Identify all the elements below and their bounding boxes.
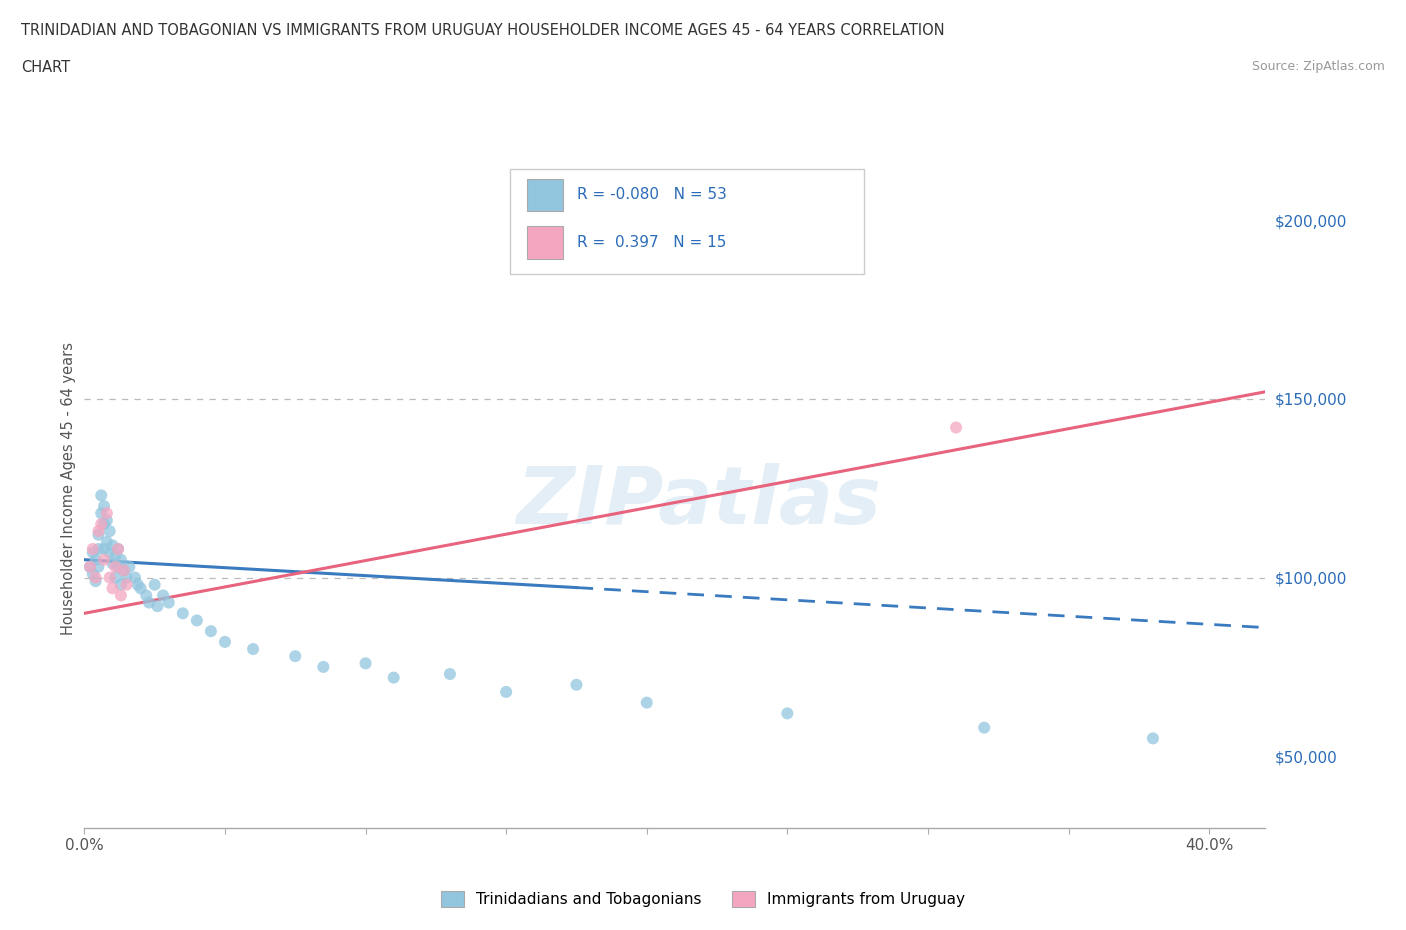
Point [98,545,121,560]
Point [214,634,236,649]
Point [93,541,115,556]
Point [152,588,174,603]
Point [93,516,115,531]
Point [87,527,110,542]
Bar [527,179,562,211]
Point [79,560,101,575]
Point [87,560,110,575]
Point [636,696,658,711]
Point [186,613,208,628]
Point [118,560,141,575]
Text: TRINIDADIAN AND TOBAGONIAN VS IMMIGRANTS FROM URUGUAY HOUSEHOLDER INCOME AGES 45: TRINIDADIAN AND TOBAGONIAN VS IMMIGRANTS… [21,23,945,38]
Point [157,595,180,610]
Point [354,656,377,671]
Point [112,563,135,578]
Point [110,588,132,603]
Point [124,570,146,585]
Point [82,545,104,560]
Point [945,420,967,435]
Point [1142,731,1164,746]
Point [135,588,157,603]
Point [973,720,995,735]
Point [127,578,149,592]
Point [115,578,138,592]
Y-axis label: Householder Income Ages 45 - 64 years: Householder Income Ages 45 - 64 years [60,341,76,635]
Point [90,488,112,503]
Point [82,566,104,581]
Point [284,649,307,664]
Point [172,605,194,620]
Point [110,578,132,592]
Point [439,667,461,682]
Point [90,506,112,521]
Point [107,560,129,575]
Text: CHART: CHART [21,60,70,75]
Point [104,549,127,564]
Point [104,570,127,585]
Point [110,552,132,567]
Point [200,624,222,639]
Point [104,560,127,575]
Point [495,684,517,699]
Point [107,541,129,556]
Text: ZIPatlas: ZIPatlas [516,463,882,541]
Point [87,541,110,556]
Point [79,560,101,575]
Point [82,541,104,556]
Text: Source: ZipAtlas.com: Source: ZipAtlas.com [1251,60,1385,73]
Point [112,563,135,578]
Point [96,535,118,550]
Point [101,581,124,596]
Point [138,595,160,610]
Bar [509,169,863,274]
Point [96,506,118,521]
Point [242,642,264,657]
Point [84,570,107,585]
Text: R = -0.080   N = 53: R = -0.080 N = 53 [576,188,727,203]
Point [115,570,138,585]
Point [98,570,121,585]
Point [143,578,166,592]
Point [382,671,405,685]
Point [107,541,129,556]
Bar [527,226,562,259]
Point [776,706,799,721]
Point [87,524,110,538]
Point [84,552,107,567]
Legend: Trinidadians and Tobagonians, Immigrants from Uruguay: Trinidadians and Tobagonians, Immigrants… [434,884,972,913]
Point [565,677,588,692]
Point [90,516,112,531]
Point [96,513,118,528]
Text: R =  0.397   N = 15: R = 0.397 N = 15 [576,234,727,250]
Point [93,498,115,513]
Point [93,552,115,567]
Point [84,574,107,589]
Point [312,659,335,674]
Point [101,538,124,552]
Point [129,581,152,596]
Point [101,556,124,571]
Point [146,599,169,614]
Point [98,524,121,538]
